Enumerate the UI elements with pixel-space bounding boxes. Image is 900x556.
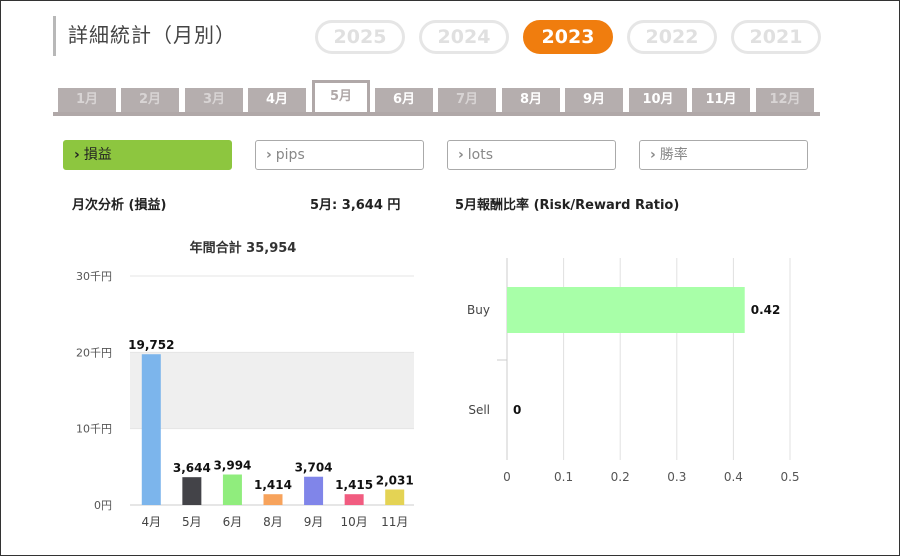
month-tab-6[interactable]: 6月 xyxy=(375,88,433,112)
filter-4[interactable]: › 勝率 xyxy=(639,140,808,170)
month-tab-9[interactable]: 9月 xyxy=(565,88,623,112)
month-summary: 5月: 3,644 円 xyxy=(310,198,401,213)
chevron-right-icon: › xyxy=(458,147,464,163)
filter-label: pips xyxy=(275,147,305,163)
year-2021[interactable]: 2021 xyxy=(731,20,821,54)
monthly-analysis-title: 月次分析 (損益) xyxy=(72,198,167,213)
x-tick-label: 11月 xyxy=(381,515,408,529)
x-tick-label: 9月 xyxy=(304,515,324,529)
y-tick-label: 30千円 xyxy=(76,270,112,283)
chevron-right-icon: › xyxy=(74,147,80,163)
y-tick-label: 10千円 xyxy=(76,423,112,436)
x-tick-label: 10月 xyxy=(341,515,368,529)
filter-3[interactable]: › lots xyxy=(447,140,616,170)
year-selector: 2025 2024 2023 2022 2021 xyxy=(315,20,821,54)
year-2024[interactable]: 2024 xyxy=(419,20,509,54)
chevron-right-icon: › xyxy=(650,147,656,163)
chart-title: 年間合計 35,954 xyxy=(190,240,297,256)
y-tick-label: 20千円 xyxy=(76,346,112,359)
month-tab-10[interactable]: 10月 xyxy=(629,88,687,112)
filter-label: 損益 xyxy=(83,147,112,163)
rr-ratio-title: 5月報酬比率 (Risk/Reward Ratio) xyxy=(455,198,680,213)
chevron-right-icon: › xyxy=(266,147,272,163)
grid-band xyxy=(130,352,414,429)
bar-9月 xyxy=(304,476,324,505)
bar-value-label: 1,414 xyxy=(254,478,292,492)
x-tick-label: 4月 xyxy=(141,515,161,529)
month-tab-2[interactable]: 2月 xyxy=(121,88,179,112)
x-tick-label: 5月 xyxy=(182,515,202,529)
bar-value-label: 1,415 xyxy=(335,478,373,492)
title-bar: 詳細統計（月別） xyxy=(53,16,236,56)
bar-value-label: 3,644 xyxy=(173,461,211,475)
bar-11月 xyxy=(385,489,405,505)
year-2022[interactable]: 2022 xyxy=(627,20,717,54)
bar-5月 xyxy=(182,477,202,505)
month-tab-1[interactable]: 1月 xyxy=(58,88,116,112)
filter-label: 勝率 xyxy=(659,147,688,163)
filter-label: lots xyxy=(467,147,494,163)
bar-value-label: 3,704 xyxy=(295,461,333,475)
month-tab-12[interactable]: 12月 xyxy=(756,88,814,112)
month-tab-5[interactable]: 5月 xyxy=(312,80,370,112)
page-title: 詳細統計（月別） xyxy=(68,23,236,47)
bar-value-label: 2,031 xyxy=(376,473,414,487)
y-tick-label: 0円 xyxy=(94,499,112,512)
bar-8月 xyxy=(263,494,283,505)
monthly-pl-chart: 0円 10千円 20千円 30千円 年間合計 35,954 19,752 4月 3,644 5月… xyxy=(76,240,414,529)
year-2025[interactable]: 2025 xyxy=(315,20,405,54)
bar-10月 xyxy=(344,494,364,505)
x-tick-label: 6月 xyxy=(223,515,243,529)
bar-value-label: 3,994 xyxy=(213,459,251,473)
filter-2[interactable]: › pips xyxy=(255,140,424,170)
month-tabs: 1月 2月 3月 4月 5月 6月 7月 8月 9月 10月 11月 12月 xyxy=(53,80,820,116)
month-tab-4[interactable]: 4月 xyxy=(248,88,306,112)
bar-value-label: 19,752 xyxy=(128,338,174,352)
metric-filters: › 損益 › pips › lots › 勝率 xyxy=(63,140,808,170)
bar-6月 xyxy=(222,474,242,505)
month-tab-3[interactable]: 3月 xyxy=(185,88,243,112)
bar-4月 xyxy=(141,354,161,505)
month-tab-7[interactable]: 7月 xyxy=(438,88,496,112)
year-2023[interactable]: 2023 xyxy=(523,20,613,54)
x-tick-label: 8月 xyxy=(263,515,283,529)
month-tab-8[interactable]: 8月 xyxy=(502,88,560,112)
month-tab-11[interactable]: 11月 xyxy=(692,88,750,112)
filter-1[interactable]: › 損益 xyxy=(63,140,232,170)
